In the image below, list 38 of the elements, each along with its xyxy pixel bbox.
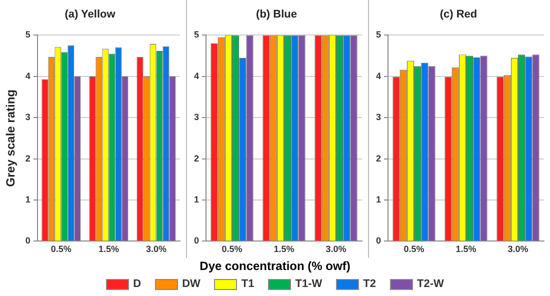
legend-label: T2-W — [416, 278, 444, 290]
y-tick-label: 5 — [25, 30, 30, 40]
y-tick-label: 1 — [25, 194, 30, 204]
legend-label: T2 — [363, 278, 376, 290]
x-tick-label: 1.5% — [456, 244, 476, 254]
x-tick-label: 3.0% — [146, 244, 166, 254]
y-tick-label: 4 — [25, 70, 30, 81]
y-tick-label: 1 — [376, 194, 382, 204]
y-tick-label: 0 — [376, 236, 382, 246]
y-tick-label: 1 — [194, 194, 200, 204]
x-tick-label: 3.0% — [326, 244, 346, 254]
y-tick-label: 0 — [194, 236, 200, 246]
y-tick-label: 3 — [376, 112, 382, 122]
x-tick-label: 1.5% — [274, 244, 294, 254]
y-tick-label: 5 — [376, 30, 382, 40]
x-tick-label: 0.5% — [222, 244, 242, 254]
y-tick-label: 0 — [25, 236, 30, 246]
x-tick-label: 0.5% — [50, 244, 72, 254]
chart-title: (a) Yellow — [64, 8, 116, 21]
chart-title: (b) Blue — [256, 8, 297, 21]
legend-label: D — [133, 278, 142, 290]
y-tick-label: 2 — [194, 153, 200, 164]
y-tick-label: 2 — [25, 153, 30, 164]
y-tick-label: 5 — [194, 30, 200, 40]
legend-label: T1 — [241, 278, 254, 290]
x-axis-title: Dye concentration (% owf) — [198, 258, 352, 274]
x-tick-label: 3.0% — [508, 244, 528, 254]
y-axis-title: Grey scale rating — [4, 90, 18, 187]
y-tick-label: 4 — [376, 70, 382, 81]
legend-label: T1-W — [295, 278, 322, 290]
legend-label: DW — [182, 278, 200, 290]
x-tick-label: 0.5% — [404, 244, 424, 254]
x-tick-label: 1.5% — [98, 244, 119, 254]
chart-title: (c) Red — [440, 8, 478, 21]
y-tick-label: 2 — [376, 153, 382, 164]
y-tick-label: 3 — [194, 112, 200, 122]
y-tick-label: 3 — [25, 112, 30, 122]
y-tick-label: 4 — [194, 70, 200, 81]
